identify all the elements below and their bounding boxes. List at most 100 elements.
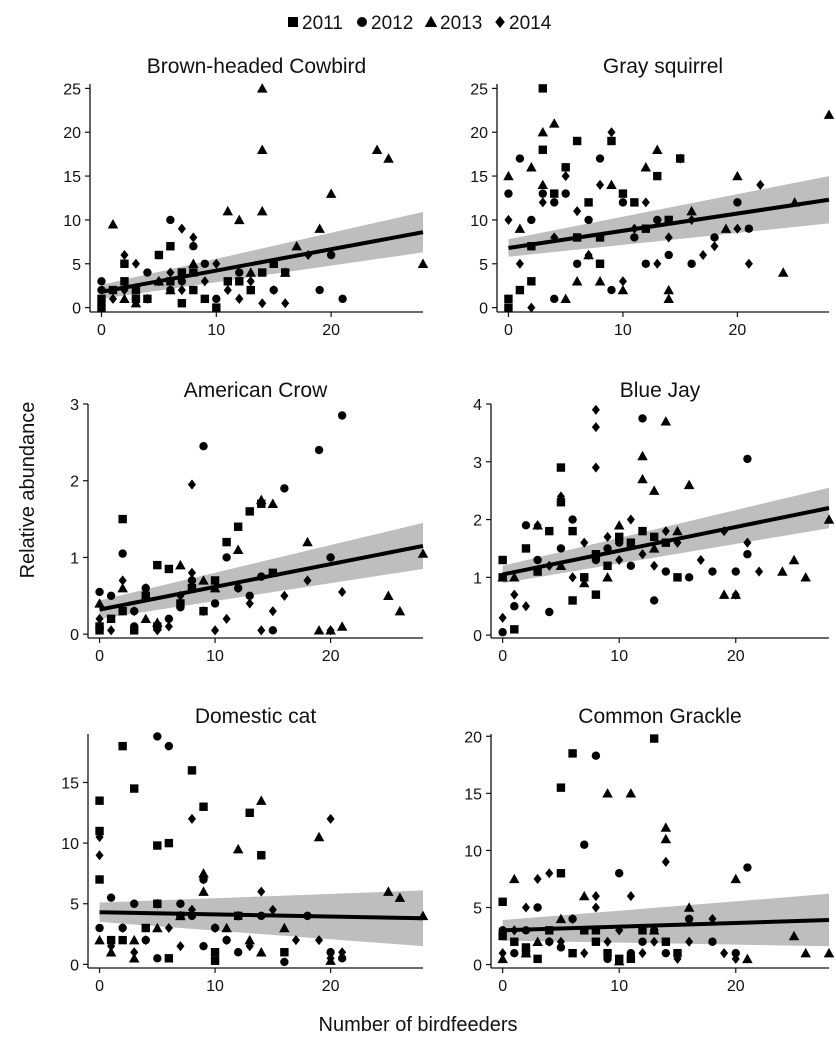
data-point-2014	[143, 293, 152, 304]
data-point-2011	[106, 935, 116, 945]
data-point-2014	[222, 935, 231, 946]
data-point-2013	[105, 946, 117, 957]
legend-label-2013: 2013	[440, 13, 482, 34]
data-point-2013	[313, 831, 325, 842]
y-tick-label: 5	[72, 257, 81, 274]
data-point-2014	[521, 601, 530, 612]
data-point-2012	[661, 948, 671, 958]
data-point-2013	[198, 575, 209, 585]
data-point-2011	[556, 498, 566, 507]
data-point-2013	[788, 930, 800, 941]
data-point-2014	[676, 153, 685, 164]
data-point-2013	[371, 144, 383, 154]
data-point-2013	[279, 922, 290, 933]
data-point-2014	[664, 232, 673, 243]
y-tick-label: 20	[470, 125, 488, 142]
data-point-2011	[235, 277, 244, 286]
data-point-2013	[613, 520, 625, 530]
data-point-2014	[603, 531, 612, 542]
data-point-2014	[653, 258, 662, 269]
data-point-2011	[556, 783, 566, 792]
data-point-2011	[626, 538, 636, 547]
data-point-2012	[515, 154, 525, 163]
data-point-2012	[95, 923, 104, 933]
data-point-2012	[176, 899, 185, 908]
data-point-2013	[383, 153, 394, 163]
data-point-2013	[648, 485, 660, 495]
data-point-2014	[731, 589, 740, 600]
x-axis-label: Number of birdfeeders	[319, 1014, 518, 1036]
data-point-2014	[107, 625, 116, 636]
data-point-2011	[245, 507, 254, 516]
data-point-2012	[561, 189, 570, 198]
x-tick-label: 10	[206, 978, 224, 995]
data-point-2012	[200, 259, 210, 268]
data-point-2013	[94, 598, 105, 608]
y-tick-label: 0	[70, 957, 79, 974]
data-point-2014	[591, 902, 600, 913]
data-point-2013	[267, 498, 279, 508]
data-point-2014	[177, 223, 186, 234]
data-point-2013	[128, 953, 140, 963]
data-point-2011	[515, 285, 525, 295]
data-point-2011	[653, 171, 662, 181]
data-point-2011	[673, 948, 682, 958]
data-point-2014	[120, 249, 129, 261]
data-point-2014	[515, 258, 524, 269]
data-point-2013	[509, 873, 520, 884]
data-point-2014	[708, 913, 717, 924]
panel-title: Blue Jay	[620, 379, 701, 402]
data-point-2012	[130, 622, 139, 631]
data-point-2013	[175, 559, 186, 570]
data-point-2011	[210, 956, 220, 965]
data-point-2011	[120, 277, 129, 286]
data-point-2011	[269, 259, 278, 268]
data-point-2013	[221, 922, 232, 933]
data-point-2013	[606, 179, 617, 190]
y-tick-label: 0	[479, 301, 488, 318]
x-tick-label: 10	[610, 648, 628, 665]
data-point-2013	[578, 890, 590, 901]
legend-marker-2012	[357, 17, 367, 27]
data-point-2014	[211, 922, 220, 934]
data-point-2013	[188, 258, 199, 268]
data-point-2012	[533, 903, 542, 912]
chart-panel-3: American Crow 0 1 2 3 0 10 20	[70, 379, 429, 665]
data-point-2013	[718, 589, 730, 599]
data-point-2013	[383, 590, 394, 601]
x-tick-label: 20	[727, 978, 745, 995]
data-point-2011	[210, 948, 220, 957]
data-point-2011	[153, 841, 162, 850]
data-point-2012	[326, 948, 335, 957]
y-tick-label: 0	[72, 301, 81, 318]
x-tick-label: 0	[95, 648, 104, 665]
data-point-2011	[638, 526, 647, 536]
data-point-2014	[591, 422, 600, 433]
data-point-2014	[291, 935, 300, 946]
y-tick-label: 3	[70, 397, 79, 414]
data-point-2011	[118, 741, 127, 751]
data-point-2014	[97, 298, 106, 309]
data-point-2013	[660, 822, 672, 832]
data-point-2011	[498, 931, 507, 941]
data-point-2013	[823, 109, 835, 119]
data-point-2011	[280, 948, 289, 957]
data-point-2013	[314, 223, 325, 233]
chart-panel-1: Brown-headed Cowbird 0 5 10 15 20 25 0 10 20	[63, 55, 429, 339]
data-point-2014	[561, 171, 570, 182]
data-point-2012	[199, 441, 208, 451]
data-point-2013	[602, 788, 613, 798]
data-point-2012	[510, 948, 519, 958]
data-point-2013	[417, 548, 429, 558]
x-tick-label: 0	[95, 978, 104, 995]
y-tick-label: 5	[70, 897, 79, 914]
data-point-2014	[710, 241, 719, 252]
data-point-2011	[95, 875, 104, 884]
data-point-2013	[730, 873, 742, 884]
data-point-2014	[638, 549, 647, 560]
data-point-2012	[176, 603, 185, 612]
data-point-2012	[510, 602, 519, 611]
data-point-2014	[338, 947, 347, 958]
data-point-2014	[326, 625, 335, 636]
data-point-2014	[118, 922, 127, 934]
